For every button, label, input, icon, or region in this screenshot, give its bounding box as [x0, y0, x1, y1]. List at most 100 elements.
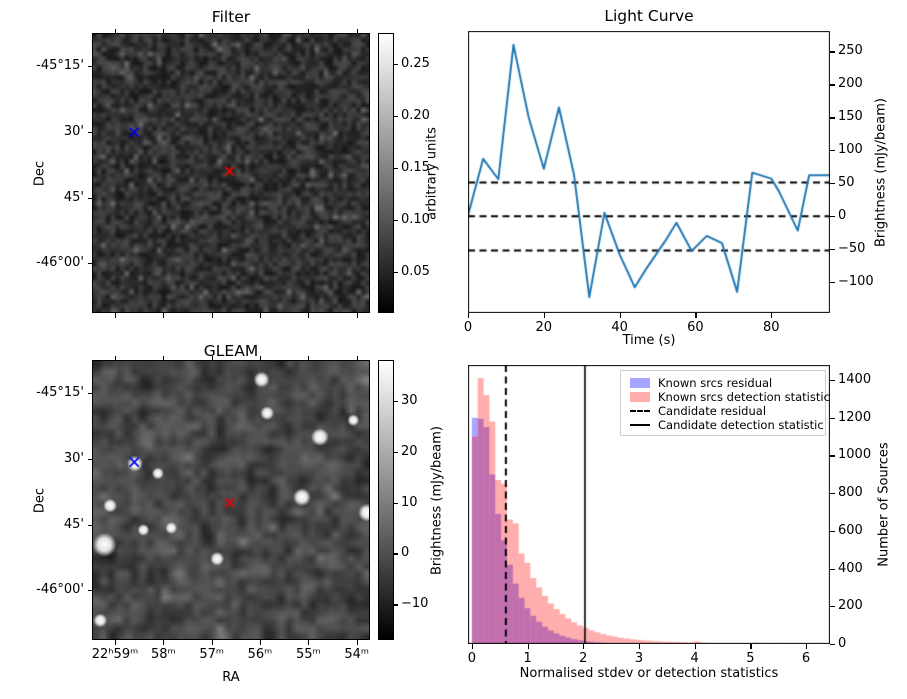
tick-mark: [394, 271, 398, 273]
tick-mark: [308, 355, 310, 360]
tick-mark: [830, 568, 835, 570]
filter-title: Filter: [211, 8, 251, 26]
tick-mark: [468, 313, 470, 318]
tick-label: 1: [523, 651, 532, 666]
tick-label: 45': [63, 189, 84, 205]
tick-label: 20: [535, 320, 553, 335]
tick-label: 0: [401, 545, 410, 561]
tick-mark: [830, 380, 835, 382]
tick-label: 2: [579, 651, 588, 666]
tick-label: 6: [801, 651, 811, 666]
light-curve-xlabel: Time (s): [622, 333, 676, 348]
tick-mark: [87, 589, 92, 592]
tick-mark: [87, 197, 92, 200]
tick-label: 57ᵐ: [199, 647, 224, 662]
tick-label: 400: [838, 560, 863, 576]
tick-label: 40: [611, 320, 628, 335]
tick-mark: [356, 28, 358, 33]
legend-item-known-srcs-detection: Known srcs detection statistic: [630, 390, 830, 404]
tick-mark: [394, 64, 398, 66]
tick-mark: [308, 640, 310, 645]
tick-mark: [356, 355, 358, 360]
tick-mark: [694, 644, 696, 649]
gleam-title: GLEAM: [203, 342, 259, 360]
tick-mark: [211, 355, 213, 360]
tick-label: 100: [838, 142, 863, 158]
filter-noise-image: [92, 33, 370, 313]
tick-label: 600: [838, 522, 863, 538]
tick-label: -45°15': [36, 58, 84, 74]
tick-label: -46°00': [36, 254, 84, 270]
tick-label: 56ᵐ: [247, 647, 273, 662]
dashed-line-icon: [630, 410, 650, 412]
solid-line-icon: [630, 424, 650, 426]
tick-mark: [394, 167, 398, 169]
histogram-ylabel: Number of Sources: [876, 442, 892, 567]
light-curve-title: Light Curve: [604, 7, 694, 25]
tick-label: 50: [838, 175, 855, 191]
tick-mark: [830, 644, 835, 646]
tick-label: 0: [467, 651, 477, 666]
tick-mark: [259, 313, 262, 318]
tick-mark: [87, 393, 92, 395]
tick-mark: [695, 313, 697, 318]
tick-mark: [638, 644, 641, 649]
light-curve-ylabel: Brightness (mJy/beam): [873, 98, 889, 247]
tick-mark: [830, 150, 835, 152]
tick-label: 200: [838, 598, 863, 614]
tick-label: 1200: [838, 409, 872, 425]
tick-label: 60: [687, 320, 704, 335]
tick-mark: [583, 644, 585, 649]
gleam-colorbar: [378, 360, 394, 640]
tick-label: 0: [838, 208, 847, 224]
tick-mark: [356, 313, 358, 318]
tick-mark: [114, 28, 117, 33]
tick-label: 5: [746, 651, 755, 666]
tick-mark: [259, 28, 262, 33]
tick-label: 3: [634, 651, 644, 666]
tick-mark: [543, 313, 545, 318]
tick-mark: [750, 644, 752, 649]
tick-mark: [87, 132, 92, 134]
tick-mark: [830, 606, 835, 608]
gleam-noise-image: [92, 360, 370, 640]
legend-item-known-srcs-residual: Known srcs residual: [630, 376, 816, 390]
tick-mark: [830, 530, 835, 533]
legend-label: Known srcs residual: [658, 376, 773, 390]
tick-label: 58ᵐ: [150, 647, 176, 662]
tick-label: -46°00': [36, 581, 84, 597]
legend-label: Candidate residual: [658, 404, 767, 418]
tick-mark: [394, 502, 398, 504]
tick-mark: [471, 644, 474, 649]
tick-label: −100: [838, 274, 874, 290]
tick-mark: [356, 640, 358, 645]
tick-label: 20: [401, 443, 418, 459]
tick-label: 30': [63, 124, 84, 140]
tick-mark: [87, 524, 92, 527]
tick-mark: [830, 455, 835, 457]
legend-item-candidate-detection: Candidate detection statistic: [630, 418, 824, 432]
tick-label: 0: [838, 636, 847, 651]
tick-mark: [830, 84, 835, 86]
histogram-xlabel: Normalised stdev or detection statistics: [519, 666, 779, 681]
tick-mark: [806, 644, 808, 649]
tick-label: 30: [401, 392, 418, 408]
tick-mark: [394, 219, 398, 221]
legend-item-candidate-residual: Candidate residual: [630, 404, 816, 418]
tick-mark: [114, 640, 117, 645]
filter-colorbar-label: arbitrary units: [424, 127, 440, 220]
tick-mark: [259, 355, 262, 360]
tick-label: 0.05: [401, 263, 430, 279]
tick-label: -45°15': [36, 385, 84, 401]
gleam-xlabel: RA: [222, 670, 240, 685]
tick-label: 55ᵐ: [295, 647, 321, 662]
pink-patch-icon: [630, 392, 650, 402]
tick-mark: [830, 249, 835, 251]
tick-mark: [771, 313, 773, 318]
tick-label: −10: [401, 596, 429, 612]
gleam-axes-frame: [92, 360, 370, 640]
tick-mark: [527, 644, 529, 649]
light-curve-plot: [468, 31, 830, 313]
tick-label: 150: [838, 109, 863, 125]
tick-label: 1400: [838, 372, 872, 388]
